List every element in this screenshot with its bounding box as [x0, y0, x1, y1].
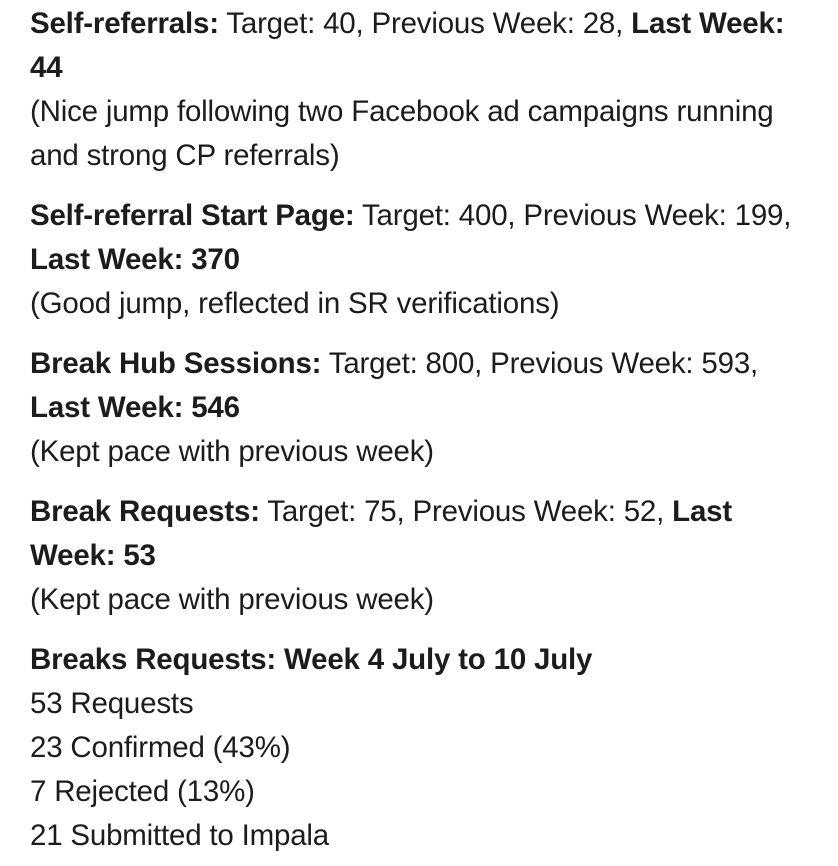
text-segment: 23 Confirmed (43%) [30, 731, 291, 764]
text-segment: Target: 40, Previous Week: 28, [218, 7, 632, 40]
bold-text-segment: Last Week: 546 [30, 391, 240, 424]
text-segment: (Good jump, reflected in SR verification… [30, 287, 560, 320]
text-line: Self-referral Start Page: Target: 400, P… [30, 194, 812, 282]
text-segment: Target: 400, Previous Week: 199, [354, 199, 792, 232]
text-segment: (Nice jump following two Facebook ad cam… [30, 95, 774, 172]
text-segment: (Kept pace with previous week) [30, 435, 434, 468]
bold-text-segment: Self-referrals: [30, 7, 219, 40]
bold-text-segment: Last Week: 44 [30, 7, 785, 84]
bold-text-segment: Self-referral Start Page: [30, 199, 355, 232]
text-line: (Good jump, reflected in SR verification… [30, 282, 812, 326]
bold-text-segment: Breaks Requests: Week 4 July to 10 July [30, 643, 593, 676]
text-segment: Target: 75, Previous Week: 52, [259, 495, 673, 528]
text-line: 53 Requests [30, 682, 812, 726]
bold-text-segment: Last Week: 53 [30, 495, 732, 572]
text-line: Break Hub Sessions: Target: 800, Previou… [30, 342, 812, 430]
text-line: (Kept pace with previous week) [30, 578, 812, 622]
text-segment: 21 Submitted to Impala [30, 819, 329, 852]
bold-text-segment: Break Requests: [30, 495, 260, 528]
message-paragraph: Breaks Requests: Week 4 July to 10 July 5… [30, 638, 812, 858]
bold-text-segment: Break Hub Sessions: [30, 347, 322, 380]
text-line: Break Requests: Target: 75, Previous Wee… [30, 490, 812, 578]
text-line: Breaks Requests: Week 4 July to 10 July [30, 638, 812, 682]
text-line: 7 Rejected (13%) [30, 770, 812, 814]
message-paragraph: Break Hub Sessions: Target: 800, Previou… [30, 342, 812, 474]
text-line: 23 Confirmed (43%) [30, 726, 812, 770]
text-line: (Nice jump following two Facebook ad cam… [30, 90, 812, 178]
text-segment: Target: 800, Previous Week: 593, [321, 347, 759, 380]
message-paragraph: Self-referral Start Page: Target: 400, P… [30, 194, 812, 326]
message-paragraph: Break Requests: Target: 75, Previous Wee… [30, 490, 812, 622]
text-line: 21 Submitted to Impala [30, 814, 812, 858]
text-line: (Kept pace with previous week) [30, 430, 812, 474]
text-segment: 53 Requests [30, 687, 194, 720]
text-line: Self-referrals: Target: 40, Previous Wee… [30, 2, 812, 90]
text-segment: 7 Rejected (13%) [30, 775, 255, 808]
bold-text-segment: Last Week: 370 [30, 243, 240, 276]
text-segment: (Kept pace with previous week) [30, 583, 434, 616]
message-paragraph: Self-referrals: Target: 40, Previous Wee… [30, 2, 812, 178]
